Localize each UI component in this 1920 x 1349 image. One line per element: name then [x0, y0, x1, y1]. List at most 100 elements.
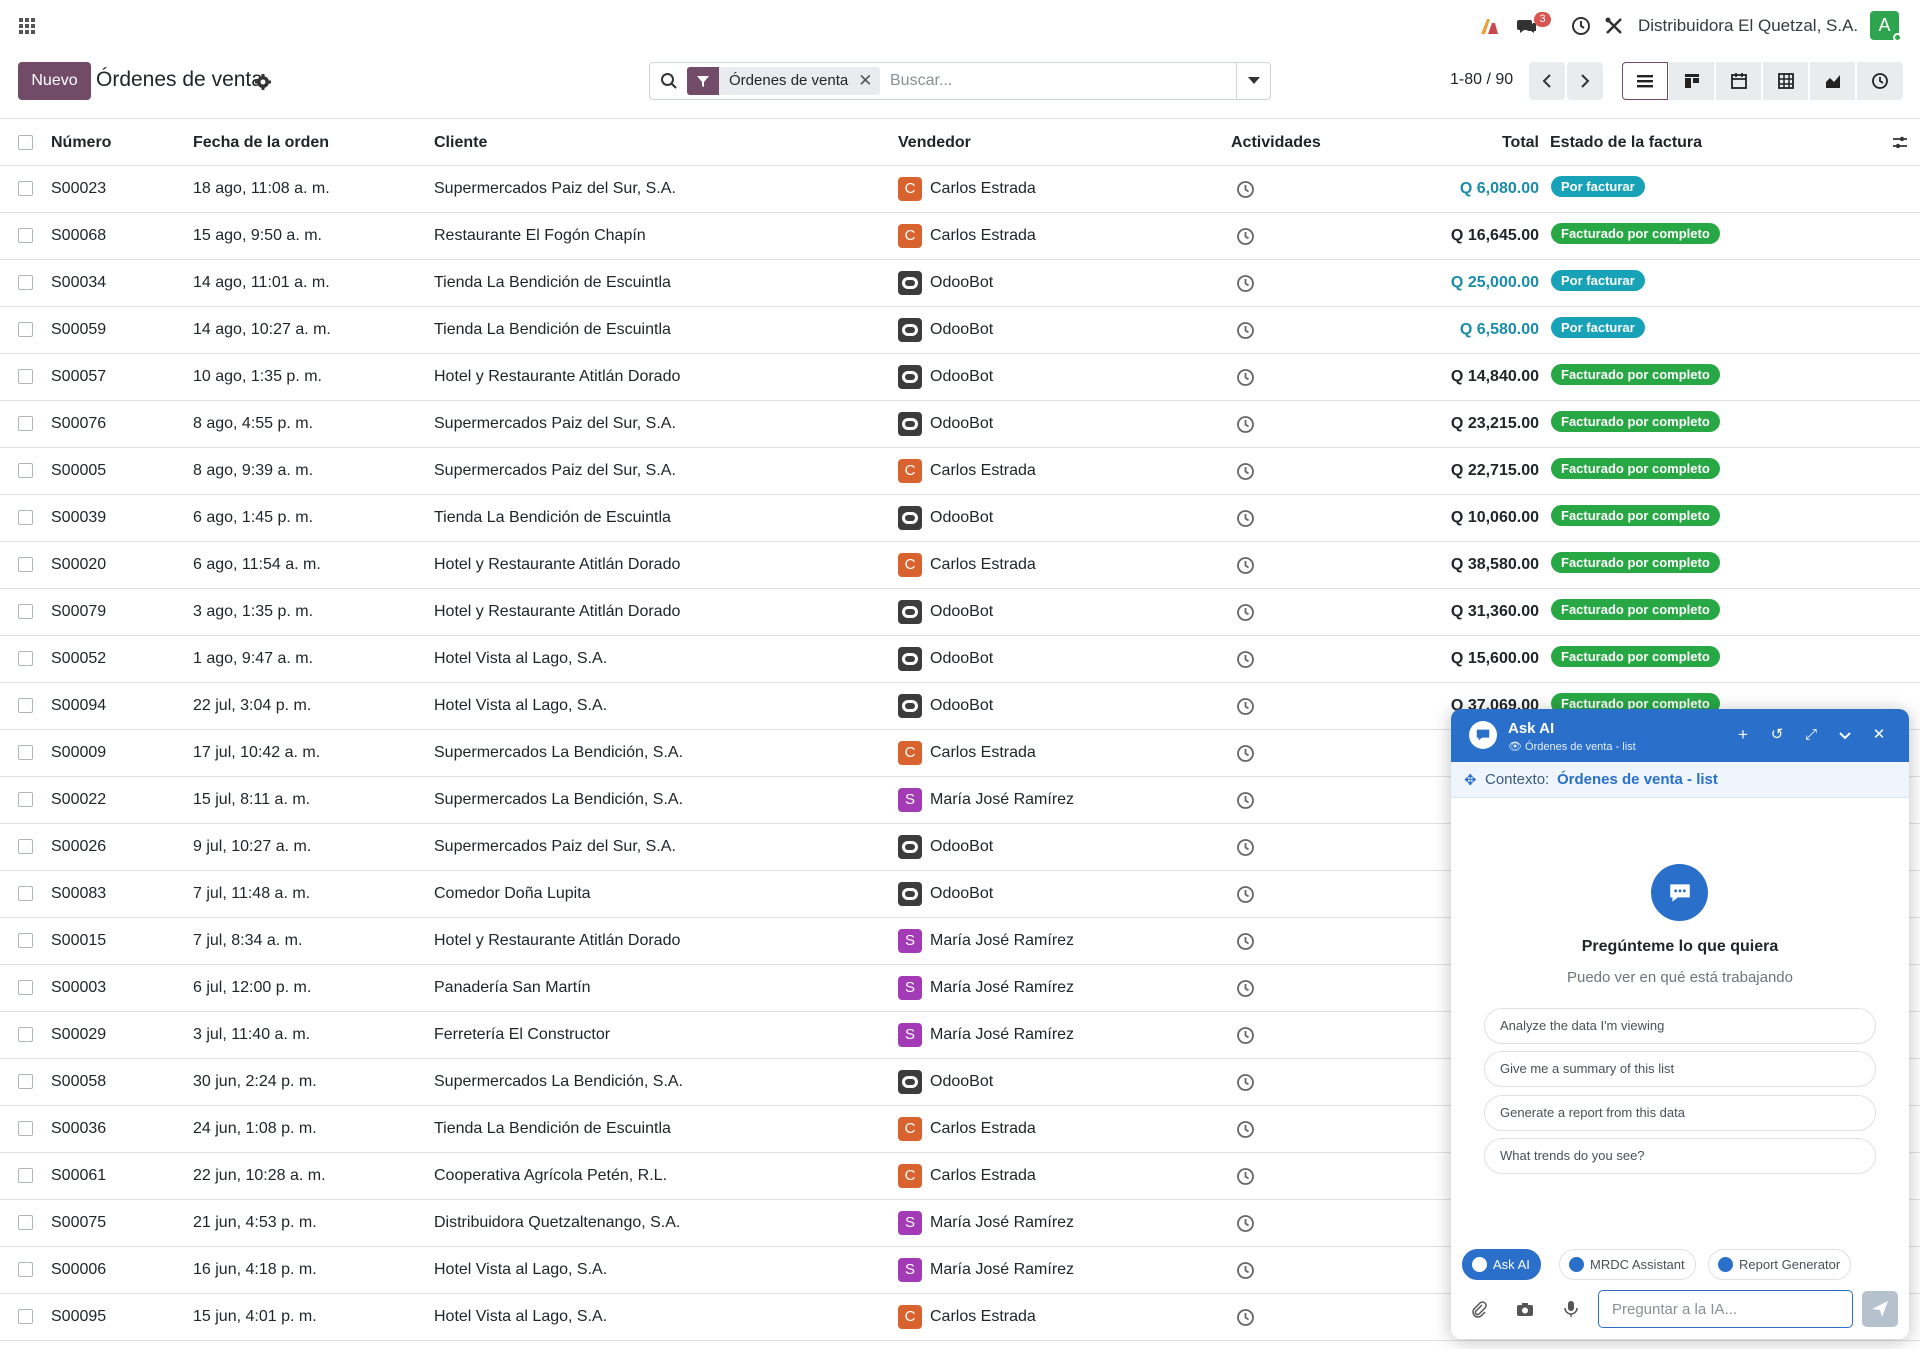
row-checkbox[interactable] [18, 1262, 33, 1277]
chat-message-input[interactable] [1598, 1290, 1853, 1328]
salesperson-name[interactable]: Carlos Estrada [930, 227, 1036, 244]
table-row[interactable]: S00009 17 jul, 10:42 a. m. Supermercados L… [0, 730, 1920, 777]
row-checkbox[interactable] [18, 1309, 33, 1324]
close-icon[interactable]: ✕ [1872, 726, 1886, 743]
pager-previous-button[interactable] [1529, 62, 1565, 100]
activity-clock-icon[interactable] [1236, 1167, 1255, 1186]
salesperson-name[interactable]: María José Ramírez [930, 1026, 1075, 1043]
suggestion-chip[interactable]: Give me a summary of this list [1484, 1051, 1876, 1087]
activity-clock-icon[interactable] [1236, 180, 1255, 199]
activity-clock-icon[interactable] [1236, 1026, 1255, 1045]
graph-view-button[interactable] [1810, 62, 1856, 100]
table-row[interactable]: S00026 9 jul, 10:27 a. m. Supermercados Pa… [0, 824, 1920, 871]
select-all-checkbox[interactable] [18, 135, 33, 150]
send-button[interactable] [1862, 1291, 1898, 1327]
column-date[interactable]: Fecha de la orden [193, 134, 330, 151]
suggestion-chip[interactable]: Analyze the data I'm viewing [1484, 1008, 1876, 1044]
page-title[interactable]: Órdenes de venta [96, 68, 263, 91]
column-number[interactable]: Número [51, 134, 112, 151]
tab-ask-ai[interactable]: Ask AI [1462, 1249, 1541, 1280]
optional-columns-icon[interactable] [1891, 134, 1909, 152]
activity-clock-icon[interactable] [1236, 744, 1255, 763]
kanban-view-button[interactable] [1669, 62, 1715, 100]
salesperson-name[interactable]: OdooBot [930, 838, 994, 855]
salesperson-name[interactable]: Carlos Estrada [930, 1308, 1036, 1325]
activity-clock-icon[interactable] [1236, 1214, 1255, 1233]
salesperson-name[interactable]: OdooBot [930, 650, 994, 667]
activity-clock-icon[interactable] [1236, 697, 1255, 716]
activity-clock-icon[interactable] [1236, 462, 1255, 481]
table-row[interactable]: S00083 7 jul, 11:48 a. m. Comedor Doña Lup… [0, 871, 1920, 918]
row-checkbox[interactable] [18, 557, 33, 572]
messages-icon[interactable] [1514, 13, 1540, 39]
row-checkbox[interactable] [18, 181, 33, 196]
activity-clock-icon[interactable] [1236, 415, 1255, 434]
column-total[interactable]: Total [1501, 134, 1539, 151]
activity-clock-icon[interactable] [1236, 1120, 1255, 1139]
table-row[interactable]: S00036 24 jun, 1:08 p. m. Tienda La Bendic… [0, 1106, 1920, 1153]
activity-view-button[interactable] [1857, 62, 1903, 100]
salesperson-name[interactable]: OdooBot [930, 1073, 994, 1090]
table-row[interactable]: S00095 15 jun, 4:01 p. m. Hotel Vista al L… [0, 1294, 1920, 1341]
history-icon[interactable]: ↺ [1770, 726, 1784, 743]
user-avatar[interactable]: A [1870, 11, 1899, 40]
tab-report-generator[interactable]: Report Generator [1708, 1249, 1852, 1280]
table-row[interactable]: S00079 3 ago, 1:35 p. m. Hotel y Restauran… [0, 589, 1920, 636]
table-row[interactable]: S00034 14 ago, 11:01 a. m. Tienda La Bendi… [0, 260, 1920, 307]
suggestion-chip[interactable]: What trends do you see? [1484, 1138, 1876, 1174]
table-row[interactable]: S00006 16 jun, 4:18 p. m. Hotel Vista al L… [0, 1247, 1920, 1294]
row-checkbox[interactable] [18, 651, 33, 666]
tab-mrdc-assistant[interactable]: MRDC Assistant [1559, 1249, 1696, 1280]
row-checkbox[interactable] [18, 1027, 33, 1042]
table-row[interactable]: S00068 15 ago, 9:50 a. m. Restaurante El F… [0, 213, 1920, 260]
activity-clock-icon[interactable] [1236, 321, 1255, 340]
row-checkbox[interactable] [18, 604, 33, 619]
apps-menu-icon[interactable] [17, 16, 37, 36]
salesperson-name[interactable]: OdooBot [930, 509, 994, 526]
activity-clock-icon[interactable] [1236, 274, 1255, 293]
table-row[interactable]: S00023 18 ago, 11:08 a. m. Supermercados P… [0, 166, 1920, 213]
salesperson-name[interactable]: OdooBot [930, 321, 994, 338]
row-checkbox[interactable] [18, 322, 33, 337]
activity-clock-icon[interactable] [1236, 979, 1255, 998]
row-checkbox[interactable] [18, 416, 33, 431]
camera-icon[interactable] [1516, 1300, 1534, 1318]
table-row[interactable]: S00076 8 ago, 4:55 p. m. Supermercados Pai… [0, 401, 1920, 448]
salesperson-name[interactable]: OdooBot [930, 415, 994, 432]
row-checkbox[interactable] [18, 275, 33, 290]
salesperson-name[interactable]: OdooBot [930, 274, 994, 291]
activity-clock-icon[interactable] [1236, 368, 1255, 387]
company-switcher[interactable]: Distribuidora El Quetzal, S.A. [1638, 16, 1859, 35]
row-checkbox[interactable] [18, 228, 33, 243]
row-checkbox[interactable] [18, 980, 33, 995]
pivot-view-button[interactable] [1763, 62, 1809, 100]
activity-clock-icon[interactable] [1236, 650, 1255, 669]
table-row[interactable]: S00052 1 ago, 9:47 a. m. Hotel Vista al La… [0, 636, 1920, 683]
calendar-view-button[interactable] [1716, 62, 1762, 100]
table-row[interactable]: S00059 14 ago, 10:27 a. m. Tienda La Bendi… [0, 307, 1920, 354]
row-checkbox[interactable] [18, 1074, 33, 1089]
new-chat-plus-icon[interactable]: + [1738, 725, 1748, 744]
ai-logo-icon[interactable] [1476, 13, 1502, 39]
row-checkbox[interactable] [18, 792, 33, 807]
suggestion-chip[interactable]: Generate a report from this data [1484, 1095, 1876, 1131]
salesperson-name[interactable]: Carlos Estrada [930, 556, 1036, 573]
pager-value[interactable]: 1-80 / 90 [1450, 71, 1514, 88]
tools-icon[interactable] [1601, 13, 1627, 39]
gear-icon[interactable] [254, 73, 272, 91]
search-options-toggle[interactable] [1236, 63, 1270, 99]
attach-paperclip-icon[interactable] [1470, 1300, 1488, 1318]
activity-clock-icon[interactable] [1236, 603, 1255, 622]
salesperson-name[interactable]: Carlos Estrada [930, 180, 1036, 197]
salesperson-name[interactable]: Carlos Estrada [930, 462, 1036, 479]
salesperson-name[interactable]: María José Ramírez [930, 1261, 1075, 1278]
row-checkbox[interactable] [18, 933, 33, 948]
row-checkbox[interactable] [18, 698, 33, 713]
row-checkbox[interactable] [18, 369, 33, 384]
minimize-chevron-icon[interactable] [1834, 724, 1856, 746]
table-row[interactable]: S00075 21 jun, 4:53 p. m. Distribuidora Qu… [0, 1200, 1920, 1247]
table-row[interactable]: S00061 22 jun, 10:28 a. m. Cooperativa Agr… [0, 1153, 1920, 1200]
activity-clock-icon[interactable] [1236, 838, 1255, 857]
column-activities[interactable]: Actividades [1231, 134, 1321, 151]
row-checkbox[interactable] [18, 1215, 33, 1230]
